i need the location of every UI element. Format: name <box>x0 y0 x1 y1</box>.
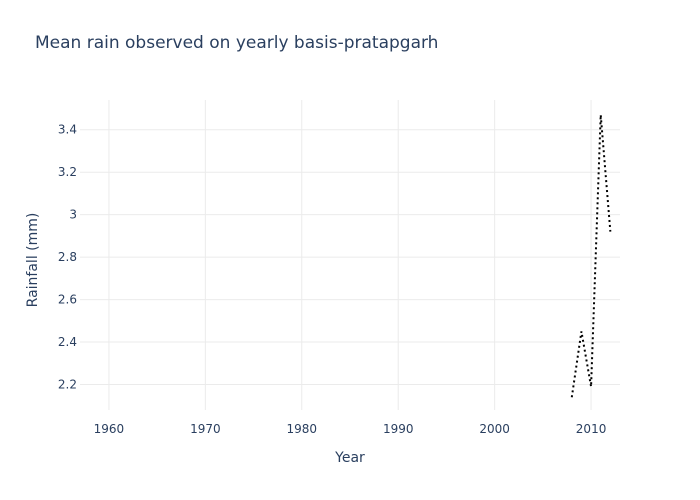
y-tick-label: 3.4 <box>58 123 77 137</box>
y-tick-label: 2.6 <box>58 293 77 307</box>
x-gridlines <box>108 100 592 410</box>
y-tick-label: 3 <box>69 208 77 222</box>
x-tick-label: 1980 <box>287 422 318 436</box>
y-tick-label: 2.2 <box>58 378 77 392</box>
x-tick-labels: 1960 1970 1980 1990 2000 2010 <box>94 422 607 436</box>
x-tick-label: 1970 <box>190 422 221 436</box>
y-gridlines <box>80 129 620 386</box>
y-tick-labels: 2.2 2.4 2.6 2.8 3 3.2 3.4 <box>58 123 77 392</box>
y-axis-title: Rainfall (mm) <box>25 213 41 308</box>
y-tick-label: 2.4 <box>58 335 77 349</box>
x-tick-label: 1990 <box>383 422 414 436</box>
chart-title: Mean rain observed on yearly basis-prata… <box>35 33 439 53</box>
y-tick-label: 2.8 <box>58 250 77 264</box>
x-tick-label: 2010 <box>576 422 607 436</box>
x-tick-label: 1960 <box>94 422 125 436</box>
x-tick-label: 2000 <box>479 422 510 436</box>
y-tick-label: 3.2 <box>58 165 77 179</box>
x-axis-title: Year <box>334 450 365 466</box>
